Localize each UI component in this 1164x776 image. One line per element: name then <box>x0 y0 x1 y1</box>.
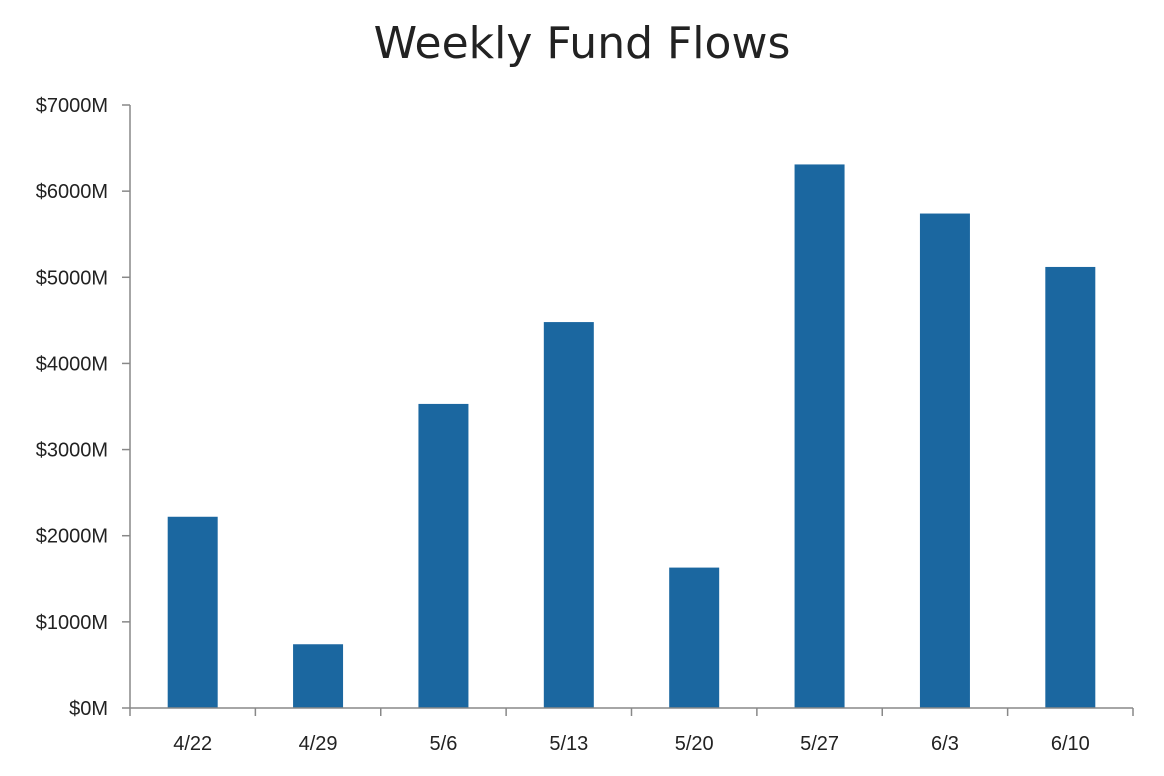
x-tick-label: 5/6 <box>430 733 458 755</box>
bar-5-13 <box>543 322 594 708</box>
x-tick-label: 5/20 <box>675 733 714 755</box>
y-tick-label: $5000M <box>36 267 108 289</box>
bars-group <box>167 164 1096 709</box>
chart-title: Weekly Fund Flows <box>373 18 791 69</box>
bar-6-3 <box>919 213 970 709</box>
bar-6-10 <box>1045 266 1096 708</box>
axes-group <box>129 105 1133 709</box>
x-tick-label: 6/10 <box>1051 733 1090 755</box>
y-tick-label: $2000M <box>36 526 108 548</box>
bar-5-6 <box>418 403 469 708</box>
y-tick-label: $0M <box>69 698 108 720</box>
bar-4-29 <box>293 644 344 708</box>
y-tick-label: $4000M <box>36 353 108 375</box>
y-tick-label: $6000M <box>36 181 108 203</box>
bar-5-27 <box>794 164 845 708</box>
x-axis-ticks: 4/22 4/29 5/6 5/13 5/20 5/27 6/3 6/10 <box>129 708 1134 755</box>
y-tick-label: $3000M <box>36 440 108 462</box>
x-tick-label: 4/29 <box>299 733 338 755</box>
y-axis-ticks: $0M $1000M $2000M $3000M $4000M $5000M $6000M $… <box>36 95 130 720</box>
bar-5-20 <box>669 567 720 708</box>
x-tick-label: 5/27 <box>800 733 839 755</box>
x-tick-label: 4/22 <box>173 733 212 755</box>
x-tick-label: 5/13 <box>549 733 588 755</box>
y-tick-label: $7000M <box>36 95 108 117</box>
bar-4-22 <box>167 516 218 708</box>
y-tick-label: $1000M <box>36 612 108 634</box>
x-tick-label: 6/3 <box>931 733 959 755</box>
